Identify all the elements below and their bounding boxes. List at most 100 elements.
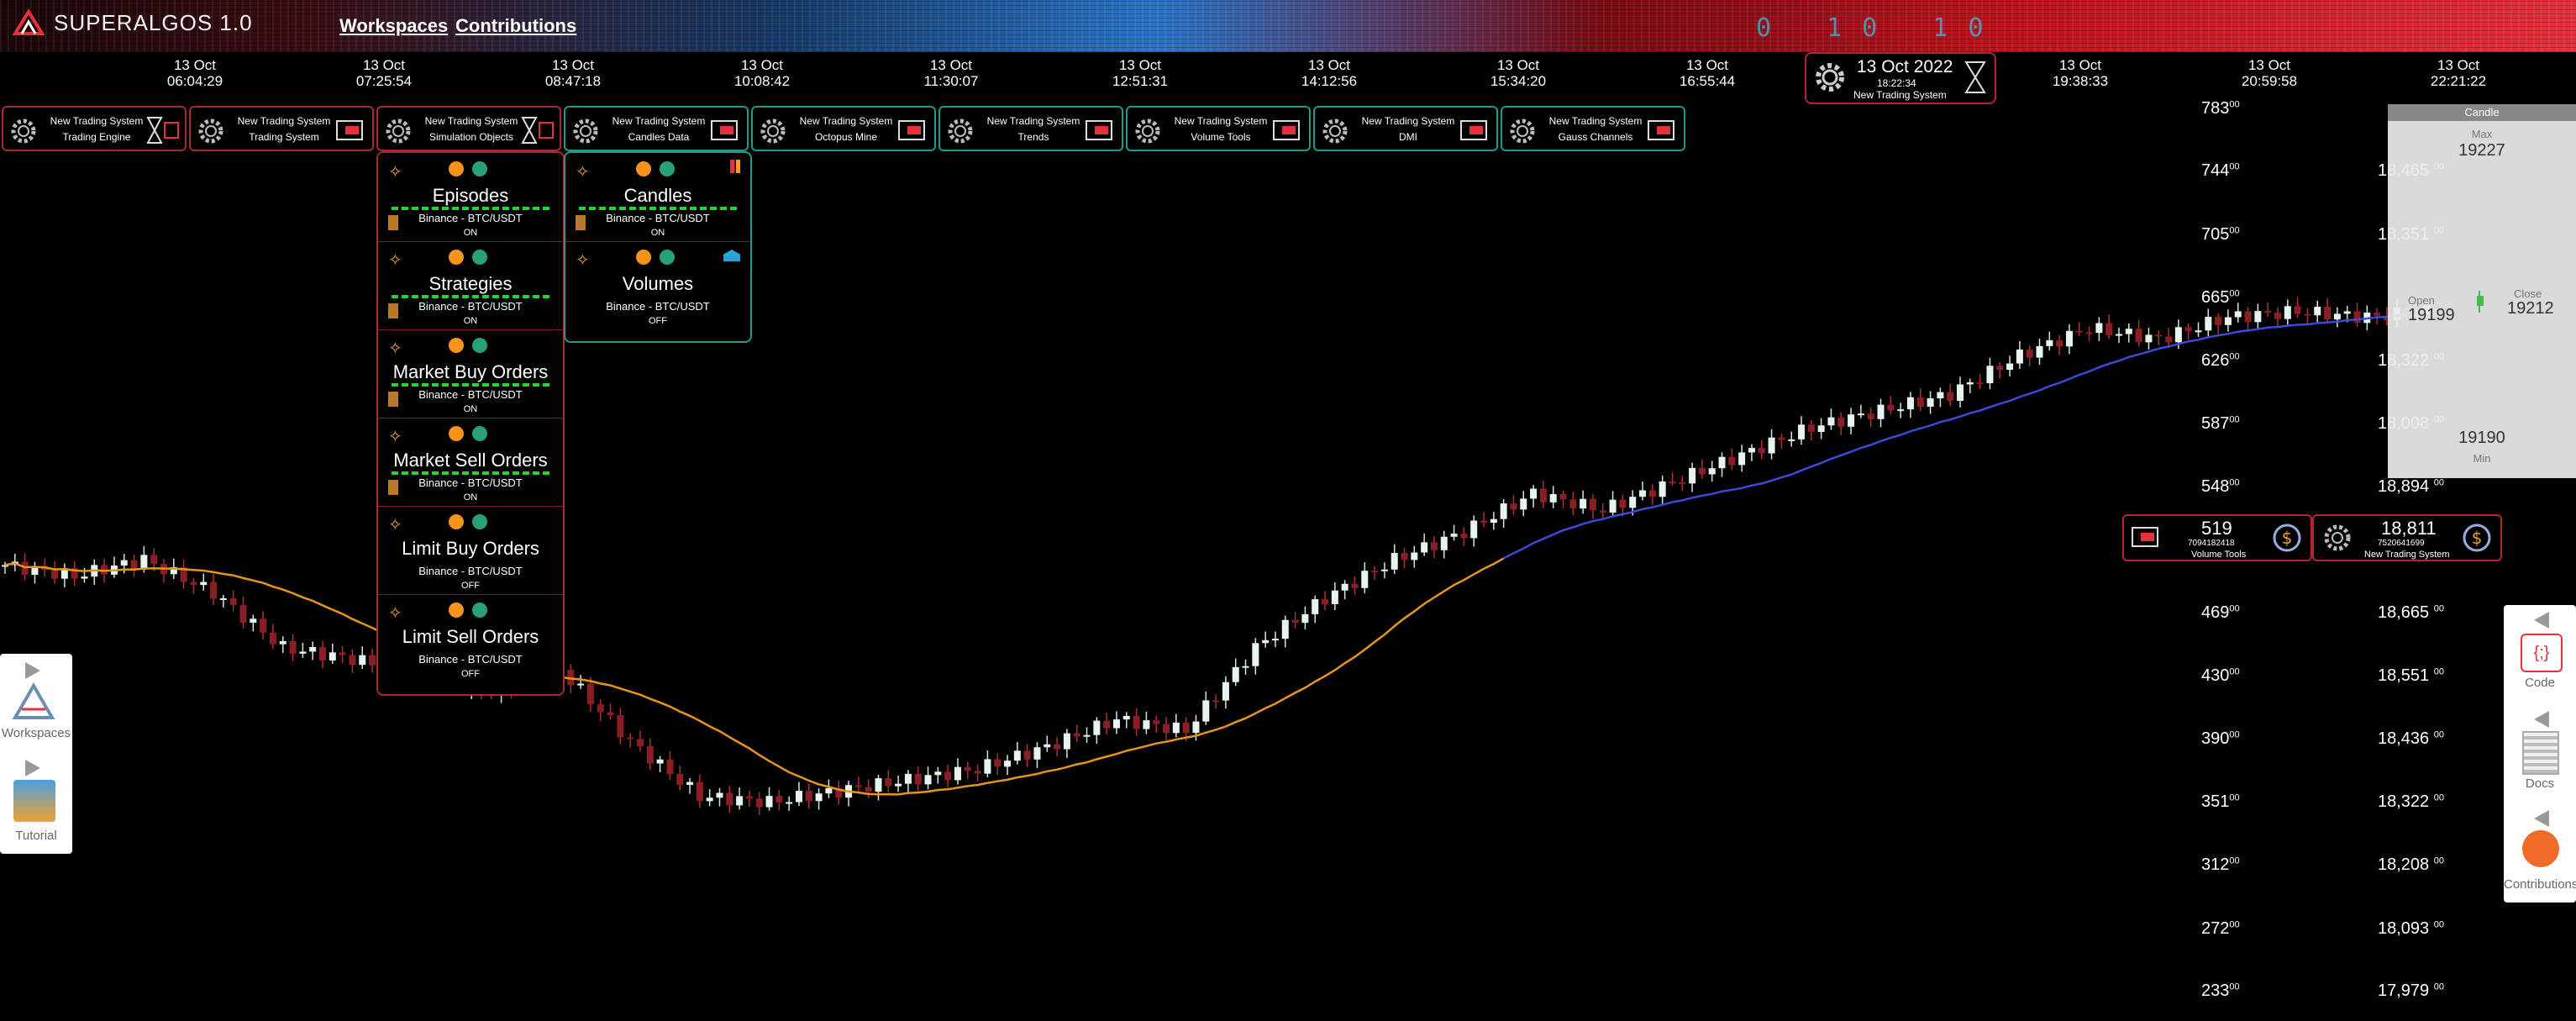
layer-market-sell-orders[interactable]: ✧ Market Sell Orders Binance - BTC/USDT … [378, 418, 563, 507]
candle-body [2343, 311, 2351, 314]
candle-body [904, 773, 912, 784]
candle-body [815, 793, 823, 802]
time-tick: 13 Oct 22:21:22 [2430, 57, 2487, 89]
candle-body [805, 791, 812, 802]
layer-market-buy-orders[interactable]: ✧ Market Buy Orders Binance - BTC/USDT O… [378, 329, 563, 418]
layer-strategies[interactable]: ✧ Strategies Binance - BTC/USDT ON [378, 241, 563, 330]
tab-volume-tools[interactable]: New Trading System Volume Tools [1126, 106, 1311, 151]
bitcoin-icon [449, 514, 464, 529]
candle-body [1480, 520, 1488, 524]
layers-icon [1273, 120, 1300, 140]
candle-body [1252, 643, 1259, 666]
expand-arrow-icon[interactable] [2534, 612, 2549, 629]
price-label: 18,322 00 [2378, 792, 2444, 811]
price-label: 23300 [2201, 982, 2240, 1000]
candle-body [1817, 425, 1825, 432]
candle-body [1619, 499, 1627, 508]
candle-body [1380, 569, 1388, 571]
expand-arrow-icon[interactable] [2534, 810, 2549, 827]
candle-body [1430, 542, 1438, 550]
tether-icon [660, 161, 675, 176]
layer-limit-sell-orders[interactable]: ✧ Limit Sell Orders Binance - BTC/USDT O… [378, 594, 563, 682]
expand-arrow-icon[interactable] [2534, 711, 2549, 728]
candle-info-panel: Candle Max 19227 Open 19199 Close 19212 … [2388, 104, 2576, 478]
tab-octopus-mine[interactable]: New Trading System Octopus Mine [751, 106, 936, 151]
tutorial-icon[interactable] [13, 780, 55, 822]
volume-tools-indicator[interactable]: 519 7094182418 Volume Tools $ [2122, 514, 2312, 561]
tab-line1: New Trading System [799, 115, 893, 127]
github-icon[interactable] [2522, 830, 2559, 867]
time-tick: 13 Oct 08:47:18 [544, 57, 602, 89]
tab-candles-data[interactable]: New Trading System Candles Data [564, 106, 749, 151]
tab-gauss-channels[interactable]: New Trading System Gauss Channels [1501, 106, 1685, 151]
candle-body [854, 785, 862, 787]
tab-line2: Gauss Channels [1558, 131, 1633, 143]
tether-icon [472, 603, 487, 618]
top-bar: SUPERALGOS 1.0 Workspaces Contributions … [0, 0, 2576, 52]
tab-dmi[interactable]: New Trading System DMI [1313, 106, 1498, 151]
tab-simulation-objects[interactable]: New Trading System Simulation Objects [376, 106, 561, 151]
candle-body [716, 792, 723, 798]
candle-body [2195, 330, 2202, 333]
docs-icon[interactable] [2522, 731, 2559, 775]
nav-contributions-link[interactable]: Contributions [455, 15, 577, 36]
layer-status: ON [463, 492, 478, 503]
tab-line1: New Trading System [612, 115, 706, 127]
candle-body [60, 568, 68, 579]
layer-market: Binance - BTC/USDT [418, 212, 523, 224]
candle-body [2284, 306, 2291, 319]
tab-line2: Octopus Mine [814, 131, 878, 143]
candle-body [1837, 417, 1845, 427]
tether-icon [472, 161, 487, 176]
layer-episodes[interactable]: ✧ Episodes Binance - BTC/USDT ON [378, 153, 563, 242]
candle-body [755, 798, 763, 808]
candle-body [1807, 424, 1815, 432]
candle-body [775, 796, 783, 803]
expand-arrow-icon[interactable] [25, 662, 40, 679]
candle-body [1371, 571, 1379, 573]
candle-body [1202, 700, 1210, 722]
tutorial-label: Tutorial [15, 829, 57, 843]
status-dash [392, 295, 549, 298]
candle-body [636, 739, 644, 747]
diamond-icon: ✧ [388, 163, 402, 182]
tab-line1: New Trading System [424, 115, 518, 127]
expand-arrow-icon[interactable] [25, 760, 40, 776]
candle-body [597, 704, 604, 713]
candle-body [1490, 518, 1497, 524]
candle-body [2085, 332, 2093, 334]
code-icon[interactable]: {;} [2521, 634, 2563, 672]
diamond-icon: ✧ [388, 339, 402, 358]
layer-market: Binance - BTC/USDT [418, 653, 523, 666]
current-datetime-box[interactable]: 13 Oct 2022 18:22:34 New Trading System [1805, 52, 1996, 104]
tab-trends[interactable]: New Trading System Trends [938, 106, 1123, 151]
candle-body [1182, 722, 1190, 734]
nav-workspaces-link[interactable]: Workspaces [339, 15, 449, 36]
candle-body [2304, 313, 2311, 316]
workspaces-icon[interactable] [10, 681, 57, 723]
layer-candles[interactable]: ✧ Candles Binance - BTC/USDT ON [565, 153, 750, 242]
price-label: 18,551 00 [2378, 666, 2444, 685]
layer-limit-buy-orders[interactable]: ✧ Limit Buy Orders Binance - BTC/USDT OF… [378, 506, 563, 595]
price-label: 18,208 00 [2378, 855, 2444, 874]
layers-icon [2132, 527, 2158, 547]
tab-trading-system[interactable]: New Trading System Trading System [189, 106, 374, 151]
candle-body [1083, 734, 1091, 737]
price-label: 46900 [2201, 603, 2240, 622]
candle-body [1986, 366, 1994, 383]
tab-trading-engine[interactable]: New Trading System Trading Engine [2, 106, 187, 151]
price-label: 18,894 00 [2378, 477, 2444, 496]
candle-body [586, 683, 594, 705]
candle-body [329, 652, 336, 660]
layer-volumes[interactable]: ✧ Volumes Binance - BTC/USDT OFF [565, 241, 750, 329]
candle-body [2105, 323, 2113, 335]
candle-body [567, 669, 575, 686]
candle-body [994, 759, 1001, 767]
candle-body [984, 759, 991, 774]
candle-body [2075, 330, 2083, 333]
candle-body [627, 737, 634, 739]
candle-body [1143, 720, 1150, 729]
trading-system-indicator[interactable]: 18,811 7520641699 New Trading System $ [2312, 514, 2502, 561]
candle-close-label: Close [2514, 287, 2542, 300]
candle-body [299, 651, 307, 654]
